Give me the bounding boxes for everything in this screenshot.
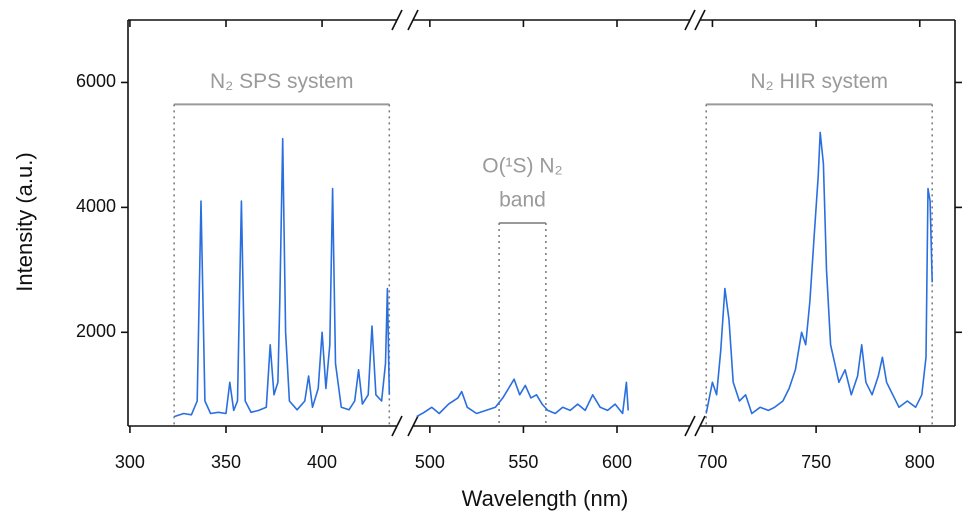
axis-break [684,9,696,31]
x-tick-label: 400 [307,452,337,472]
axis-break [694,9,706,31]
axis-break [391,415,403,437]
annotation: O(¹S) N₂ [482,155,562,178]
axis-break [684,415,696,437]
x-tick-label: 300 [115,452,145,472]
spectrum-line [416,378,629,418]
x-tick-label: 800 [905,452,935,472]
axis-break [391,9,403,31]
x-tick-label: 600 [602,452,632,472]
axis-break [407,415,419,437]
x-tick-label: 750 [801,452,831,472]
y-tick-label: 2000 [76,321,116,341]
y-axis-title: Intensity (a.u.) [12,152,37,291]
annotation: N₂ HIR system [750,70,888,93]
x-tick-label: 700 [697,452,727,472]
annotation: N₂ SPS system [210,70,354,93]
x-tick-label: 350 [211,452,241,472]
spectrum-line [173,137,391,418]
spectrum-line [705,131,933,415]
x-tick-label: 550 [508,452,538,472]
x-tick-label: 500 [415,452,445,472]
y-tick-label: 4000 [76,196,116,216]
x-axis-title: Wavelength (nm) [462,486,629,511]
annotation: band [499,189,546,212]
axis-break [407,9,419,31]
axis-break [694,415,706,437]
y-tick-label: 6000 [76,71,116,91]
